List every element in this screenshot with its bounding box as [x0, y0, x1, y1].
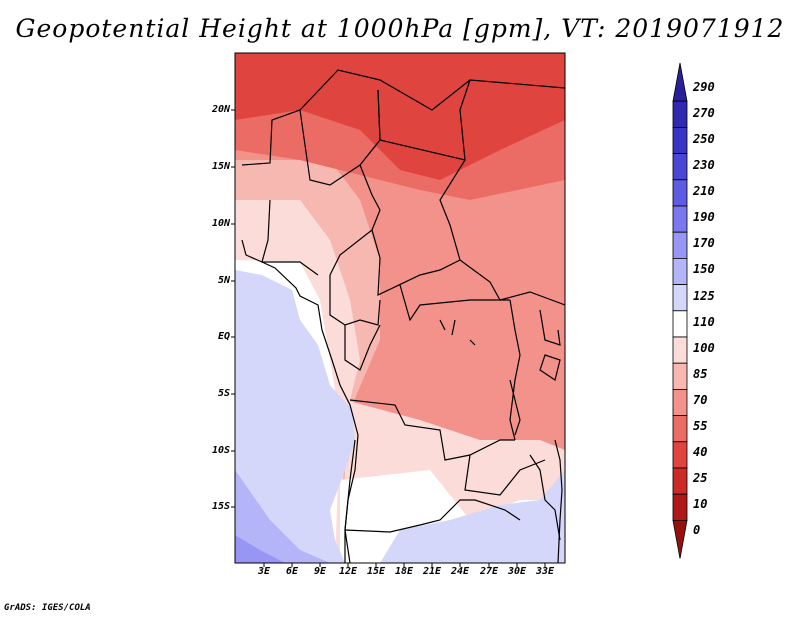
colorbar-label: 10: [693, 497, 708, 511]
lon-label-12e: 12E: [338, 566, 358, 577]
colorbar-swatch: [672, 441, 688, 469]
colorbar-label: 210: [693, 184, 715, 198]
field-ocean-150: [235, 470, 330, 563]
colorbar-swatch: [672, 415, 688, 443]
lake-victoria: [539, 354, 561, 381]
colorbar-swatch: [672, 179, 688, 207]
map-frame: [234, 52, 566, 564]
lon-label-6e: 6E: [285, 566, 299, 577]
colorbar-label: 150: [693, 262, 715, 276]
border-sahel-north: [241, 69, 565, 166]
lat-label-15n: 15N: [211, 161, 230, 172]
lon-label-33e: 33E: [535, 566, 555, 577]
country-borders: [241, 69, 565, 563]
colorbar-label: 110: [693, 315, 715, 329]
lat-label-5n: 5N: [217, 275, 230, 286]
colorbar-swatch: [672, 310, 688, 338]
border-drc-east: [509, 299, 521, 441]
colorbar-label: 25: [693, 471, 708, 485]
map-title: Geopotential Height at 1000hPa [gpm], VT…: [15, 14, 785, 43]
colorbar-label: 290: [693, 80, 715, 94]
border-drc-north: [399, 284, 510, 322]
colorbar-swatch: [672, 493, 688, 521]
colorbar-swatch: [672, 153, 688, 181]
colorbar-label: 250: [693, 132, 715, 146]
colorbar-swatch: [672, 284, 688, 312]
colorbar-swatch: [672, 205, 688, 233]
lat-label-10s: 10S: [211, 445, 230, 456]
colorbar-label: 70: [693, 393, 708, 407]
colorbar-label: 190: [693, 210, 715, 224]
colorbar-swatch: [672, 362, 688, 390]
field-north-40b: [250, 60, 340, 95]
field-basin-70: [400, 290, 540, 430]
river-fragments: [439, 319, 476, 346]
field-ocean-125: [235, 270, 355, 563]
border-cameroon: [329, 275, 381, 326]
colorbar-label: 40: [693, 445, 708, 459]
colorbar-swatch: [672, 62, 688, 102]
border-zambia: [464, 454, 546, 496]
border-malawi: [529, 454, 561, 541]
colorbar-label: 270: [693, 106, 715, 120]
border-nigeria-chad: [329, 164, 381, 276]
height-field: [235, 53, 565, 563]
field-ocean-170: [235, 535, 285, 563]
colorbar: [672, 62, 688, 559]
colorbar-label: 230: [693, 158, 715, 172]
colorbar-label: 55: [693, 419, 708, 433]
lat-label-20n: 20N: [211, 104, 230, 115]
border-congo: [344, 324, 381, 371]
lake-tanganyika: [509, 379, 521, 436]
colorbar-label: 85: [693, 367, 708, 381]
lon-label-24e: 24E: [450, 566, 470, 577]
colorbar-label: 125: [693, 289, 715, 303]
coastline-east: [554, 439, 563, 563]
colorbar-label: 0: [693, 523, 701, 537]
colorbar-swatch: [672, 467, 688, 495]
colorbar-swatch: [672, 336, 688, 364]
border-namibia-zambia: [344, 499, 521, 533]
lat-label-15s: 15S: [211, 501, 230, 512]
grads-credit: GrADS: IGES/COLA: [4, 603, 91, 613]
colorbar-swatch: [672, 231, 688, 259]
lon-label-18e: 18E: [394, 566, 414, 577]
lat-label-eq: EQ: [217, 331, 230, 342]
field-se-125: [380, 470, 565, 563]
colorbar-swatch: [672, 388, 688, 416]
colorbar-label: 170: [693, 236, 715, 250]
lon-label-15e: 15E: [366, 566, 386, 577]
colorbar-swatch: [672, 520, 688, 559]
colorbar-swatch: [672, 127, 688, 155]
colorbar-label: 100: [693, 341, 715, 355]
border-sudan-car: [439, 159, 565, 306]
lon-label-21e: 21E: [422, 566, 442, 577]
lat-label-10n: 10N: [211, 218, 230, 229]
coastline-west: [241, 239, 359, 563]
colorbar-swatch: [672, 100, 688, 128]
lon-label-30e: 30E: [507, 566, 527, 577]
border-car: [371, 229, 461, 296]
border-angola-drc: [349, 399, 515, 461]
colorbar-swatch: [672, 257, 688, 285]
lon-label-3e: 3E: [257, 566, 271, 577]
lat-label-5s: 5S: [217, 388, 230, 399]
lon-label-9e: 9E: [313, 566, 327, 577]
border-uganda: [539, 309, 561, 346]
lon-label-27e: 27E: [479, 566, 499, 577]
axis-ticks: [231, 109, 546, 567]
